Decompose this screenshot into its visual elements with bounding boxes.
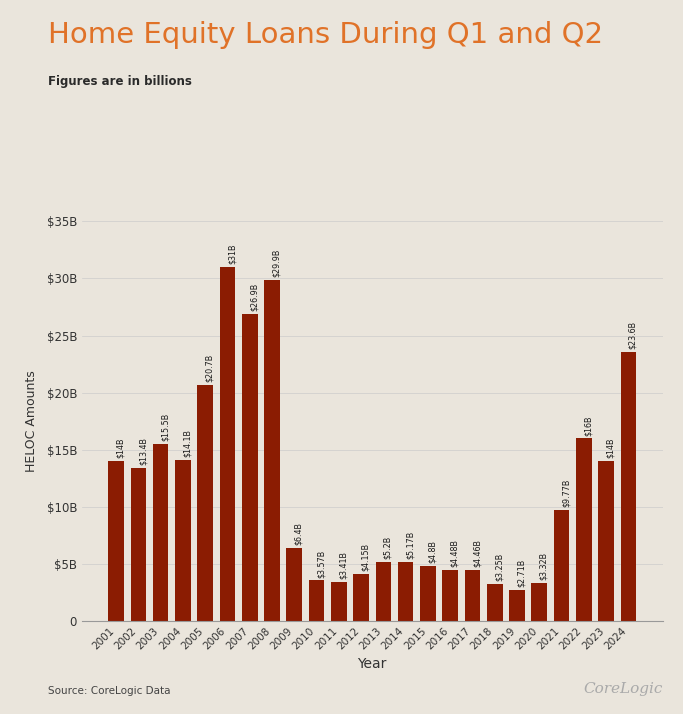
Text: $15.5B: $15.5B [161, 413, 169, 441]
Bar [286, 548, 302, 621]
Text: $3.41B: $3.41B [339, 551, 348, 579]
Text: $4.46B: $4.46B [473, 539, 482, 568]
Bar [464, 570, 480, 621]
Text: $26.9B: $26.9B [250, 283, 259, 311]
Text: $5.17B: $5.17B [406, 531, 415, 559]
Text: CoreLogic: CoreLogic [583, 682, 663, 696]
Bar [264, 280, 280, 621]
Text: $3.25B: $3.25B [494, 553, 504, 581]
Text: $13.4B: $13.4B [139, 437, 148, 466]
Text: $14.1B: $14.1B [183, 429, 192, 457]
Text: $23.6B: $23.6B [628, 321, 637, 348]
Bar [398, 562, 413, 621]
Bar [153, 444, 169, 621]
Bar [376, 562, 391, 621]
Bar [443, 570, 458, 621]
Text: $3.32B: $3.32B [540, 552, 548, 580]
Bar [487, 584, 503, 621]
Text: $4.8B: $4.8B [428, 540, 437, 563]
Bar [510, 590, 525, 621]
Bar [621, 351, 636, 621]
Text: Source: CoreLogic Data: Source: CoreLogic Data [48, 686, 170, 696]
X-axis label: Year: Year [357, 658, 387, 671]
Bar [331, 582, 347, 621]
Text: $20.7B: $20.7B [205, 353, 214, 382]
Bar [220, 267, 235, 621]
Bar [109, 461, 124, 621]
Bar [554, 510, 570, 621]
Bar [420, 566, 436, 621]
Text: $6.4B: $6.4B [294, 522, 303, 545]
Bar [197, 385, 213, 621]
Text: $14B: $14B [606, 438, 615, 458]
Text: $3.57B: $3.57B [316, 549, 326, 578]
Text: $4.48B: $4.48B [450, 539, 459, 567]
Text: $31B: $31B [227, 243, 236, 264]
Bar [309, 580, 324, 621]
Bar [598, 461, 614, 621]
Text: $5.2B: $5.2B [383, 536, 392, 559]
Text: $4.15B: $4.15B [361, 543, 370, 571]
Text: $9.77B: $9.77B [561, 478, 570, 507]
Text: $2.71B: $2.71B [517, 559, 526, 588]
Text: $14B: $14B [116, 438, 125, 458]
Bar [353, 574, 369, 621]
Bar [242, 314, 257, 621]
Bar [531, 583, 547, 621]
Text: Figures are in billions: Figures are in billions [48, 75, 192, 88]
Bar [130, 468, 146, 621]
Text: $16B: $16B [584, 415, 593, 436]
Y-axis label: HELOC Amounts: HELOC Amounts [25, 371, 38, 472]
Text: Home Equity Loans During Q1 and Q2: Home Equity Loans During Q1 and Q2 [48, 21, 603, 49]
Bar [175, 460, 191, 621]
Text: $29.9B: $29.9B [272, 248, 281, 277]
Bar [576, 438, 591, 621]
